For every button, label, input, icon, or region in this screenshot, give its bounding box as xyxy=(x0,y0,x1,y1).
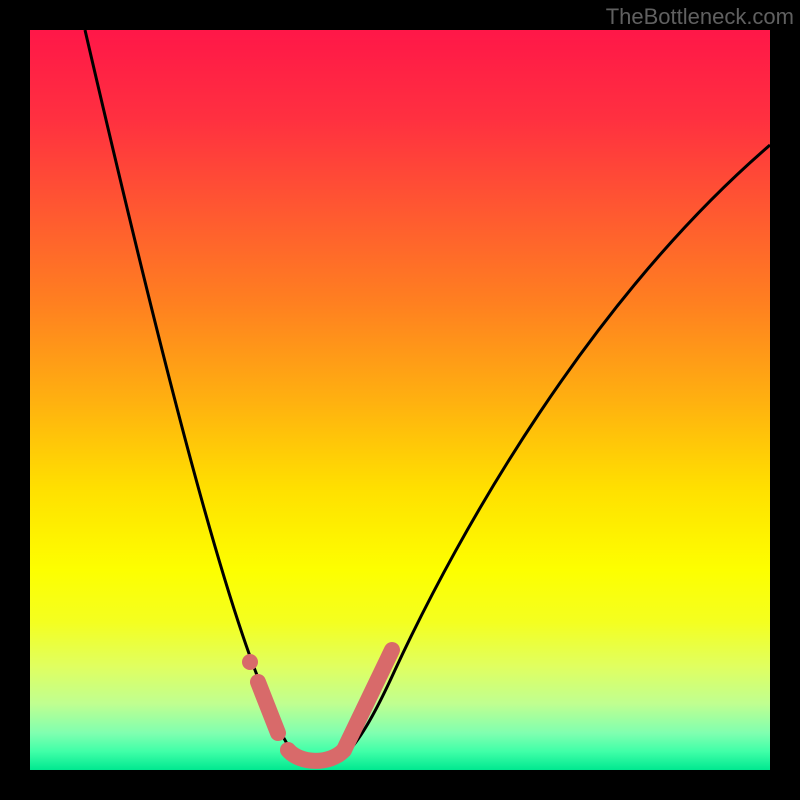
watermark-text: TheBottleneck.com xyxy=(606,4,794,30)
curve-layer xyxy=(30,30,770,770)
plot-area xyxy=(30,30,770,770)
dip-accent xyxy=(242,650,392,761)
bottleneck-curve xyxy=(85,30,770,766)
